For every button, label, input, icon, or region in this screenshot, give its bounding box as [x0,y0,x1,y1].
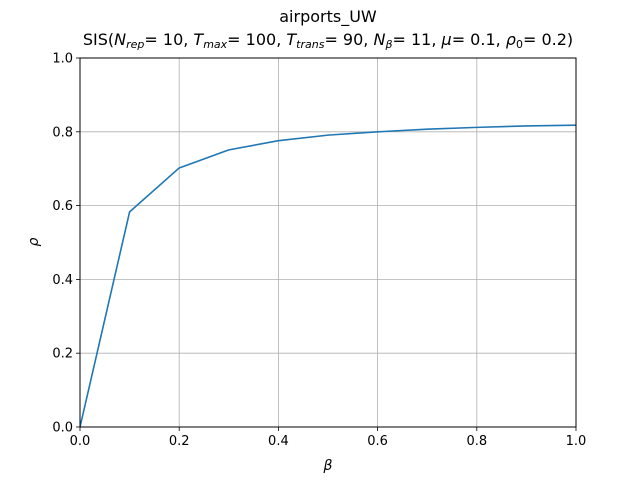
x-tick-label: 0.4 [268,434,289,449]
x-axis-ticks: 0.0 0.2 0.4 0.6 0.8 1.0 [70,427,587,449]
x-tick-label: 0.6 [367,434,388,449]
subtitle-prefix: SIS( [83,30,114,49]
y-axis-ticks: 0.0 0.2 0.4 0.6 0.8 1.0 [52,52,80,436]
subtitle-tmax: T [193,30,204,49]
x-tick-label: 1.0 [566,434,587,449]
subtitle-rho0-sub: 0 [516,38,523,51]
y-tick-label: 0.4 [52,273,73,288]
subtitle-ttrans: T [286,30,297,49]
subtitle-tmax-sub: max [203,38,227,51]
y-tick-label: 1.0 [52,52,73,67]
subtitle-tmax-val: = 100, [227,30,286,49]
y-tick-label: 0.6 [52,199,73,214]
subtitle-nbeta-sub: β [384,38,392,51]
x-tick-label: 0.8 [466,434,487,449]
x-tick-label: 0.2 [169,434,190,449]
subtitle-nbeta-val: = 11, [392,30,441,49]
subtitle-nbeta: N [373,30,385,49]
y-axis-label: ρ [26,237,42,246]
subtitle-rho0-val: = 0.2) [523,30,573,49]
subtitle-mu-val: = 0.1, [452,30,506,49]
y-tick-label: 0.2 [52,347,73,362]
subtitle-ttrans-val: = 90, [324,30,373,49]
subtitle-nrep-sub: rep [126,38,144,51]
x-tick-label: 0.0 [70,434,91,449]
subtitle-nrep: N [114,30,126,49]
subtitle-rho0: ρ [506,30,516,49]
y-tick-label: 0.0 [52,421,73,436]
subtitle-nrep-val: = 10, [144,30,193,49]
series-line [79,124,577,428]
subtitle-ttrans-sub: trans [296,38,325,51]
chart-subtitle: SIS(Nrep= 10, Tmax= 100, Ttrans= 90, Nβ=… [83,30,573,51]
x-axis-label: β [323,458,333,474]
subtitle-mu: μ [441,30,452,49]
plot-frame [79,57,577,428]
chart-title: airports_UW [279,7,377,27]
series-layer [79,124,577,428]
y-tick-label: 0.8 [52,125,73,140]
